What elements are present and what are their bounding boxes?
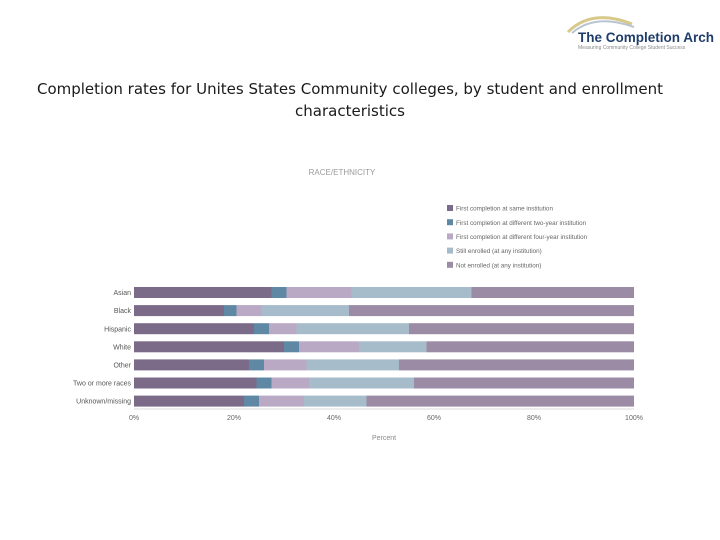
chart-title: RACE/ETHNICITY — [309, 168, 376, 177]
chart-legend: First completion at same institution Firs… — [447, 205, 588, 269]
legend-label: Still enrolled (at any institution) — [456, 248, 542, 255]
bar-segment-other-series-5 — [399, 359, 634, 371]
legend-swatch — [447, 247, 453, 254]
bar-segment-other-series-4 — [306, 359, 399, 371]
bar-segment-black-series-4 — [261, 305, 349, 317]
bar-segment-other-series-1 — [134, 359, 249, 371]
y-tick-label: Black — [114, 308, 132, 315]
bar-segment-two-or-more-races-series-3 — [271, 377, 309, 389]
x-axis-ticks: 0% 20% 40% 60% 80% 100% — [129, 415, 643, 422]
x-tick-label: 20% — [227, 415, 241, 422]
bar-segment-two-or-more-races-series-5 — [414, 377, 634, 389]
bar-segment-unknown-missing-series-3 — [259, 395, 304, 407]
bar-segment-hispanic-series-1 — [134, 323, 254, 335]
bar-segment-black-series-1 — [134, 305, 224, 317]
x-tick-label: 100% — [625, 415, 643, 422]
legend-swatch — [447, 219, 453, 226]
bar-segment-asian-series-5 — [471, 287, 634, 298]
bar-segment-white-series-1 — [134, 341, 284, 353]
bar-segment-hispanic-series-2 — [254, 323, 269, 335]
bar-segment-two-or-more-races-series-1 — [134, 377, 257, 389]
bar-segment-asian-series-2 — [271, 287, 287, 298]
bar-segment-other-series-2 — [249, 359, 264, 371]
logo-arch-icon — [566, 16, 635, 34]
bar-segment-unknown-missing-series-1 — [134, 395, 244, 407]
y-axis-labels: Asian Black Hispanic White Other Two or more … — [73, 290, 132, 406]
y-tick-label: Hispanic — [104, 326, 131, 333]
x-tick-label: 60% — [427, 415, 441, 422]
bar-segment-asian-series-3 — [286, 287, 352, 298]
bar-segment-black-series-2 — [224, 305, 237, 317]
bar-segment-unknown-missing-series-5 — [366, 395, 634, 407]
bar-segment-two-or-more-races-series-2 — [256, 377, 272, 389]
bar-segment-white-series-5 — [426, 341, 634, 353]
legend-label: First completion at different two-year i… — [456, 220, 587, 227]
legend-swatch — [447, 205, 453, 211]
page-title: Completion rates for Unites States Commu… — [36, 80, 663, 120]
bar-segment-hispanic-series-3 — [269, 323, 297, 335]
bar-segment-asian-series-4 — [351, 287, 472, 298]
bar-segment-white-series-2 — [284, 341, 299, 353]
legend-label: Not enrolled (at any institution) — [456, 262, 541, 269]
legend-swatch — [447, 261, 453, 268]
y-tick-label: Unknown/missing — [76, 399, 131, 406]
y-tick-label: Two or more races — [73, 381, 131, 388]
bar-segment-hispanic-series-4 — [296, 323, 409, 335]
bar-segment-two-or-more-races-series-4 — [309, 377, 414, 389]
x-tick-label: 40% — [327, 415, 341, 422]
y-tick-label: Asian — [113, 290, 131, 297]
legend-label: First completion at different four-year … — [456, 234, 588, 241]
bar-segment-hispanic-series-5 — [409, 323, 634, 335]
x-tick-label: 80% — [527, 415, 541, 422]
legend-swatch — [447, 233, 453, 240]
bar-segment-white-series-3 — [299, 341, 359, 353]
logo-subtitle: Measuring Community College Student Succ… — [578, 45, 686, 51]
bar-segment-other-series-3 — [264, 359, 307, 371]
bar-segment-unknown-missing-series-2 — [244, 395, 259, 407]
x-tick-label: 0% — [129, 415, 139, 422]
bar-segment-asian-series-1 — [134, 287, 272, 298]
bar-segment-unknown-missing-series-4 — [304, 395, 367, 407]
bar-segment-black-series-5 — [349, 305, 634, 317]
y-tick-label: Other — [113, 363, 131, 370]
logo: The Completion Arch Measuring Community … — [562, 12, 715, 52]
legend-label: First completion at same institution — [456, 206, 553, 213]
bar-segment-black-series-3 — [236, 305, 262, 317]
x-axis-label: Percent — [372, 435, 396, 442]
y-tick-label: White — [113, 344, 131, 351]
bars-group — [134, 287, 634, 407]
bar-segment-white-series-4 — [359, 341, 427, 353]
logo-title: The Completion Arch — [578, 30, 715, 45]
